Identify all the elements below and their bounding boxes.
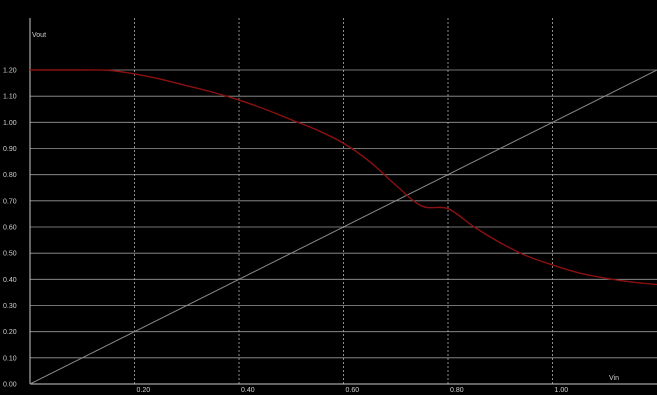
y-tick-label: 1.00 bbox=[3, 120, 17, 127]
x-tick-label: 0.40 bbox=[241, 387, 255, 394]
y-tick-label: 0.10 bbox=[3, 355, 17, 362]
y-tick-label: 1.20 bbox=[3, 68, 17, 75]
y-tick-label: 1.10 bbox=[3, 94, 17, 101]
y-tick-label: 0.20 bbox=[3, 329, 17, 336]
y-tick-label: 0.90 bbox=[3, 146, 17, 153]
x-tick-labels: 0.20 0.40 0.60 0.80 1.00 bbox=[137, 387, 569, 394]
x-tick-label: 1.00 bbox=[555, 387, 569, 394]
y-tick-label: 0.40 bbox=[3, 277, 17, 284]
x-tick-label: 0.20 bbox=[137, 387, 151, 394]
y-tick-labels: 0.00 0.10 0.20 0.30 0.40 0.50 0.60 0.70 0.80 0.90… bbox=[3, 68, 17, 389]
y-tick-label: 0.30 bbox=[3, 303, 17, 310]
y-tick-label: 0.00 bbox=[3, 382, 17, 389]
reference-line bbox=[29, 69, 657, 385]
x-axis-label: Vin bbox=[609, 375, 619, 382]
y-tick-label: 0.70 bbox=[3, 198, 17, 205]
y-axis-label: Vout bbox=[32, 32, 46, 39]
y-tick-label: 0.60 bbox=[3, 225, 17, 232]
y-tick-label: 0.80 bbox=[3, 172, 17, 179]
x-tick-label: 0.80 bbox=[450, 387, 464, 394]
vout-curve bbox=[30, 69, 657, 286]
y-tick-label: 0.50 bbox=[3, 251, 17, 258]
x-tick-label: 0.60 bbox=[346, 387, 360, 394]
series-layer bbox=[29, 69, 657, 385]
